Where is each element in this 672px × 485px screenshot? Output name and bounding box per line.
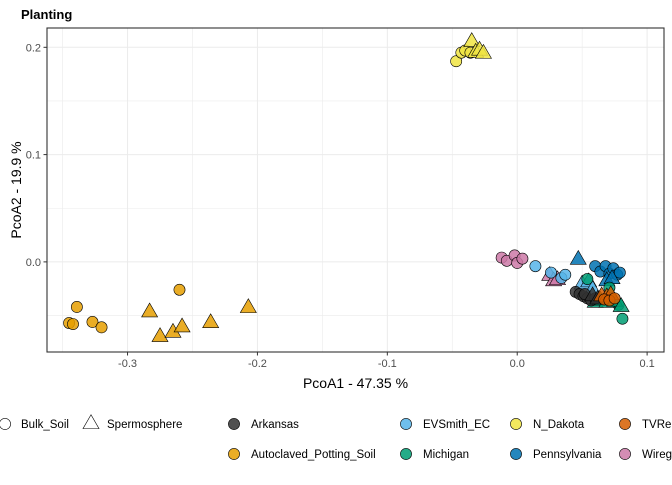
y-tick-label: 0.2: [26, 42, 41, 54]
legend-key-color: [400, 448, 412, 460]
data-point-circle: [616, 312, 629, 325]
legend-label: EVSmith_EC: [423, 419, 490, 431]
legend-label: TVRe: [642, 419, 671, 431]
data-point-triangle: [239, 298, 257, 313]
x-axis-title: PcoA1 - 47.35 %: [303, 375, 408, 391]
data-point-circle: [613, 266, 626, 279]
data-point-circle: [545, 266, 557, 279]
x-tick-label: -0.2: [248, 358, 267, 370]
panel-border: [46, 27, 665, 353]
legend-key-color: [228, 418, 240, 430]
legend-label: Pennsylvania: [533, 449, 602, 461]
legend-label: N_Dakota: [533, 419, 585, 431]
legend-key-color: [228, 448, 240, 460]
data-point-circle: [559, 268, 572, 281]
legend-key-color: [510, 448, 522, 460]
data-point-circle: [529, 260, 542, 273]
legend-key-circle: [0, 418, 11, 430]
legend-label: Bulk_Soil: [21, 419, 69, 431]
y-axis: 0.0 0.1 0.2: [26, 42, 47, 269]
legend-key-color: [619, 418, 631, 430]
legend-key-color: [619, 448, 631, 460]
x-tick-label: -0.1: [378, 358, 397, 370]
data-point-triangle: [612, 297, 630, 312]
data-point-circle: [86, 316, 99, 328]
x-tick-label: 0.0: [510, 358, 525, 370]
y-tick-label: 0.1: [26, 150, 41, 162]
data-point-triangle: [202, 313, 220, 328]
points-layer: [63, 32, 630, 342]
data-point-triangle: [151, 327, 169, 342]
x-tick-label: -0.3: [118, 358, 137, 370]
legend-label: Michigan: [423, 449, 469, 461]
data-point-circle: [70, 301, 83, 313]
data-point-circle: [173, 283, 186, 296]
data-point-triangle: [569, 249, 587, 265]
legend-label: Spermosphere: [107, 419, 182, 431]
legend-key-triangle: [82, 414, 100, 429]
data-point-circle: [450, 55, 463, 68]
data-point-circle: [608, 292, 621, 305]
data-point-circle: [516, 252, 529, 265]
legend-label: Autoclaved_Potting_Soil: [251, 449, 376, 461]
data-point-circle: [67, 318, 79, 331]
legend: Bulk_Soil Spermosphere Arkansas EVSmith_EC N…: [0, 414, 672, 461]
legend-key-color: [400, 418, 412, 430]
y-tick-label: 0.0: [26, 257, 41, 269]
legend-key-color: [510, 418, 522, 430]
data-point-circle: [581, 273, 594, 285]
x-tick-label: 0.1: [639, 358, 654, 370]
chart-title: Planting: [21, 7, 72, 22]
data-point-triangle: [141, 302, 159, 318]
data-point-triangle: [173, 317, 191, 333]
data-point-triangle: [474, 43, 492, 59]
legend-label: Arkansas: [251, 419, 299, 431]
x-axis: -0.3 -0.2 -0.1 0.0 0.1: [118, 352, 655, 370]
data-point-circle: [95, 321, 108, 334]
y-axis-title: PcoA2 - 19.9 %: [8, 141, 24, 238]
legend-label: Wireg: [642, 449, 672, 461]
